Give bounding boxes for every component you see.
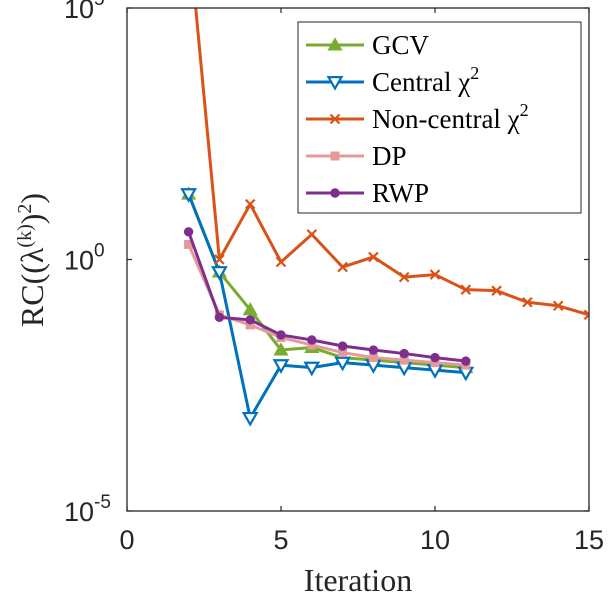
series-rwp [183, 227, 471, 366]
x-tick-label-2: 10 [420, 525, 450, 555]
data-point-rwp-6 [368, 345, 379, 355]
data-point-rwp-3 [276, 330, 286, 340]
data-point-central-2-2 [241, 411, 259, 427]
data-point-non-central-2-8 [429, 269, 441, 280]
legend-label-dp: DP [372, 141, 407, 171]
data-point-non-central-2-9 [460, 284, 472, 295]
x-tick-label-0: 0 [119, 525, 134, 555]
legend-marker-rwp [330, 188, 340, 198]
y-label-k-superscript: (k) [14, 224, 36, 247]
axis-ticks [126, 7, 590, 512]
data-point-non-central-2-2 [244, 198, 256, 210]
data-point-central-2-4 [303, 361, 321, 377]
data-point-rwp-2 [245, 315, 255, 325]
data-point-non-central-2-11 [522, 296, 533, 308]
data-point-non-central-2-1 [214, 254, 225, 265]
legend-label-superscript-central-2: 2 [470, 63, 479, 83]
legend-label-main-non-central-2: Non-central χ [372, 104, 520, 134]
series-line-central-2 [187, 193, 466, 420]
data-point-non-central-2-7 [398, 271, 410, 283]
legend-label-gcv: GCV [372, 30, 430, 60]
series-layer [180, 8, 589, 427]
data-point-rwp-9 [461, 356, 471, 366]
y-tick-label-1: 100 [64, 241, 105, 276]
data-point-non-central-2-10 [491, 285, 502, 296]
data-point-non-central-2-6 [368, 251, 379, 263]
legend-marker-gcv [327, 37, 343, 51]
data-point-non-central-2-5 [337, 261, 348, 273]
series-non-central-2 [194, 8, 589, 321]
data-point-non-central-2-4 [306, 229, 318, 240]
data-point-central-2-3 [272, 359, 290, 374]
x-axis-label: Iteration [304, 562, 412, 597]
legend-label-superscript-non-central-2: 2 [520, 100, 529, 120]
data-point-non-central-2-3 [275, 256, 287, 268]
y-tick-label-exponent-1: 0 [94, 241, 105, 262]
legend-label-rwp: RWP [372, 178, 429, 208]
series-line-rwp [187, 231, 466, 363]
y-tick-label-exponent-2: 5 [94, 0, 105, 10]
legend-label-main-rwp: RWP [372, 178, 429, 208]
data-point-rwp-8 [430, 352, 440, 363]
y-tick-label-base-0: 10 [64, 497, 94, 527]
legend-marker-dp [330, 151, 340, 161]
y-label-square-superscript: 2 [14, 204, 36, 214]
series-line-non-central-2 [194, 8, 589, 317]
x-tick-label-1: 5 [273, 525, 288, 555]
legend-label-main-gcv: GCV [372, 30, 430, 60]
y-axis-label: RC((λ(k))2) [14, 193, 50, 327]
y-tick-label-base-1: 10 [64, 246, 94, 276]
series-line-gcv [187, 193, 466, 370]
data-point-central-2-5 [334, 356, 351, 372]
data-point-central-2-1 [211, 266, 228, 281]
data-point-rwp-1 [214, 312, 225, 323]
y-label-mid: ) [14, 214, 50, 225]
legend-marker-central-2 [326, 76, 344, 91]
data-point-gcv-2 [242, 302, 258, 316]
data-point-rwp-7 [399, 348, 409, 359]
data-point-rwp-4 [307, 335, 317, 345]
series-central-2 [180, 188, 475, 427]
data-point-non-central-2-12 [552, 300, 564, 312]
y-tick-label-base-2: 10 [64, 0, 94, 24]
data-point-gcv-3 [273, 342, 289, 356]
data-point-central-2-0 [180, 188, 197, 203]
data-point-dp-6 [368, 353, 378, 363]
y-tick-label-0: 10-5 [64, 492, 111, 527]
legend-label-central-2: Central χ2 [372, 63, 479, 97]
y-tick-label-2: 105 [64, 0, 105, 24]
legend-label-main-dp: DP [372, 141, 407, 171]
legend-marker-non-central-2 [329, 113, 341, 125]
y-label-suffix: ) [14, 193, 50, 204]
data-point-rwp-5 [337, 341, 348, 351]
legend-label-non-central-2: Non-central χ2 [372, 100, 529, 134]
data-point-non-central-2-13 [583, 309, 589, 321]
y-label-prefix: RC((λ [14, 247, 50, 327]
y-tick-label-exponent-0: -5 [94, 492, 111, 513]
data-point-rwp-0 [183, 227, 194, 237]
x-tick-label-3: 15 [574, 525, 604, 555]
legend-label-main-central-2: Central χ [372, 67, 470, 97]
